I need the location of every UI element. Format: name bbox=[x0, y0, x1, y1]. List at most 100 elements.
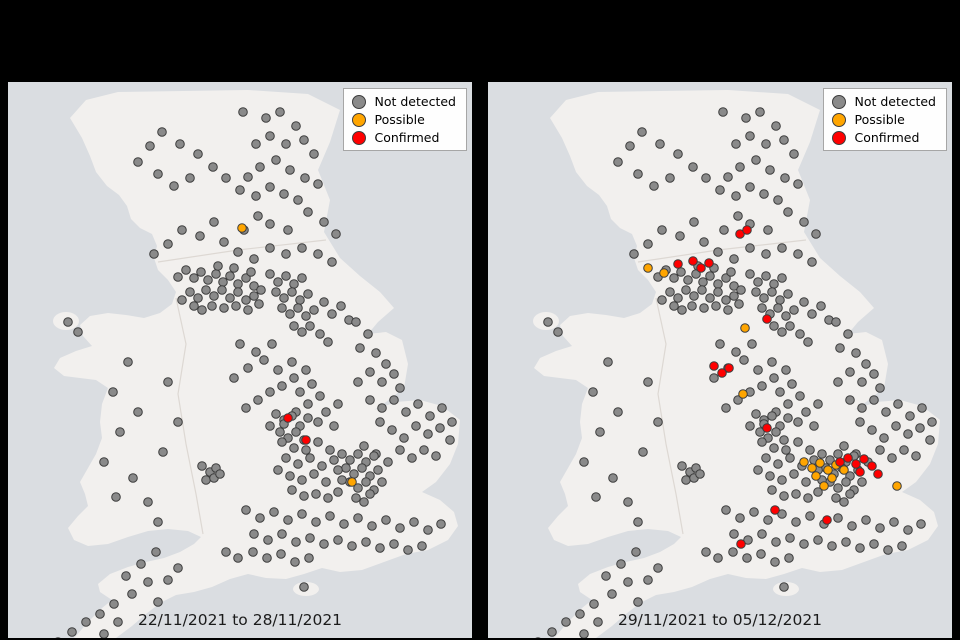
site-not-detected bbox=[293, 195, 303, 205]
site-not-detected bbox=[756, 549, 766, 559]
site-confirmed bbox=[724, 363, 734, 373]
site-not-detected bbox=[657, 295, 667, 305]
site-not-detected bbox=[327, 257, 337, 267]
site-not-detected bbox=[775, 295, 785, 305]
site-not-detected bbox=[613, 157, 623, 167]
site-not-detected bbox=[265, 219, 275, 229]
site-not-detected bbox=[761, 139, 771, 149]
site-not-detected bbox=[813, 535, 823, 545]
site-not-detected bbox=[81, 617, 91, 627]
site-not-detected bbox=[253, 211, 263, 221]
site-not-detected bbox=[219, 237, 229, 247]
site-not-detected bbox=[153, 517, 163, 527]
site-not-detected bbox=[789, 305, 799, 315]
site-not-detected bbox=[95, 609, 105, 619]
site-not-detected bbox=[425, 411, 435, 421]
site-not-detected bbox=[781, 311, 791, 321]
site-not-detected bbox=[353, 449, 363, 459]
site-confirmed bbox=[709, 361, 719, 371]
site-confirmed bbox=[762, 314, 772, 324]
site-not-detected bbox=[277, 303, 287, 313]
site-not-detected bbox=[291, 537, 301, 547]
site-not-detected bbox=[781, 365, 791, 375]
site-not-detected bbox=[916, 519, 926, 529]
site-not-detected bbox=[271, 155, 281, 165]
site-not-detected bbox=[297, 243, 307, 253]
legend-label: Not detected bbox=[854, 94, 937, 109]
site-not-detected bbox=[769, 279, 779, 289]
site-not-detected bbox=[289, 321, 299, 331]
site-not-detected bbox=[195, 231, 205, 241]
site-not-detected bbox=[403, 545, 413, 555]
site-not-detected bbox=[265, 269, 275, 279]
site-not-detected bbox=[319, 217, 329, 227]
site-not-detected bbox=[196, 267, 206, 277]
site-not-detected bbox=[259, 355, 269, 365]
site-not-detected bbox=[279, 189, 289, 199]
site-not-detected bbox=[389, 539, 399, 549]
site-not-detected bbox=[381, 359, 391, 369]
site-not-detected bbox=[783, 289, 793, 299]
legend-item-not-detected: Not detected bbox=[351, 94, 456, 109]
site-not-detected bbox=[285, 309, 295, 319]
site-not-detected bbox=[761, 249, 771, 259]
site-confirmed bbox=[704, 258, 714, 268]
site-not-detected bbox=[861, 515, 871, 525]
site-not-detected bbox=[723, 172, 733, 182]
site-not-detected bbox=[218, 277, 228, 287]
site-not-detected bbox=[185, 173, 195, 183]
site-not-detected bbox=[149, 249, 159, 259]
site-not-detected bbox=[747, 339, 757, 349]
site-confirmed bbox=[283, 413, 293, 423]
site-not-detected bbox=[304, 553, 314, 563]
site-not-detected bbox=[699, 237, 709, 247]
site-not-detected bbox=[111, 492, 121, 502]
site-confirmed bbox=[867, 461, 877, 471]
site-not-detected bbox=[675, 231, 685, 241]
site-not-detected bbox=[281, 453, 291, 463]
site-not-detected bbox=[841, 537, 851, 547]
site-not-detected bbox=[575, 609, 585, 619]
site-not-detected bbox=[801, 407, 811, 417]
site-not-detected bbox=[773, 195, 783, 205]
site-not-detected bbox=[688, 162, 698, 172]
site-not-detected bbox=[297, 475, 307, 485]
site-not-detected bbox=[323, 337, 333, 347]
site-not-detected bbox=[325, 445, 335, 455]
site-not-detected bbox=[770, 557, 780, 567]
site-not-detected bbox=[209, 217, 219, 227]
site-not-detected bbox=[721, 295, 731, 305]
site-not-detected bbox=[213, 261, 223, 271]
site-not-detected bbox=[735, 513, 745, 523]
site-not-detected bbox=[816, 301, 826, 311]
site-not-detected bbox=[643, 575, 653, 585]
bottom-letterbox bbox=[0, 638, 960, 640]
legend-label: Possible bbox=[854, 112, 905, 127]
site-not-detected bbox=[625, 141, 635, 151]
site-not-detected bbox=[277, 529, 287, 539]
site-not-detected bbox=[608, 473, 618, 483]
site-not-detected bbox=[780, 173, 790, 183]
site-not-detected bbox=[701, 547, 711, 557]
site-not-detected bbox=[726, 267, 736, 277]
site-not-detected bbox=[241, 403, 251, 413]
site-not-detected bbox=[189, 273, 199, 283]
site-not-detected bbox=[189, 301, 199, 311]
site-not-detected bbox=[238, 107, 248, 117]
site-confirmed bbox=[835, 457, 845, 467]
site-not-detected bbox=[301, 365, 311, 375]
site-not-detected bbox=[781, 445, 791, 455]
site-not-detected bbox=[855, 543, 865, 553]
site-not-detected bbox=[436, 519, 446, 529]
site-not-detected bbox=[883, 545, 893, 555]
site-not-detected bbox=[643, 239, 653, 249]
site-not-detected bbox=[689, 291, 699, 301]
site-not-detected bbox=[715, 339, 725, 349]
site-not-detected bbox=[729, 254, 739, 264]
site-confirmed bbox=[301, 435, 311, 445]
site-not-detected bbox=[319, 297, 329, 307]
site-not-detected bbox=[799, 539, 809, 549]
site-not-detected bbox=[197, 461, 207, 471]
site-not-detected bbox=[777, 475, 787, 485]
